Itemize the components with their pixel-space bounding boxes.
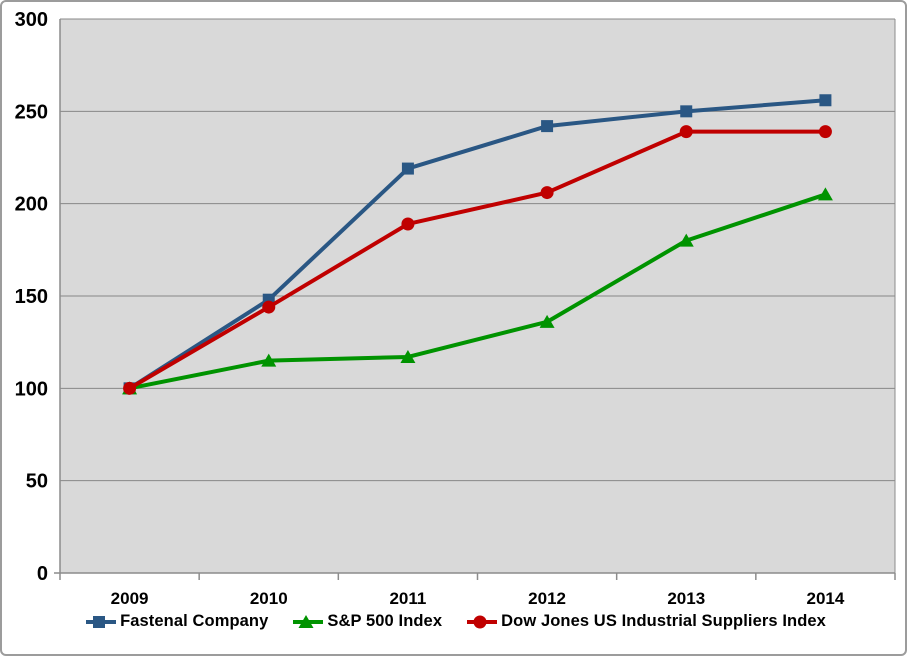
marker-dow-jones-us-industrial-suppliers-index-2010 (262, 300, 276, 314)
legend-item-fastenal-company: Fastenal Company (85, 612, 268, 631)
legend-circle-marker-icon (467, 615, 498, 628)
marker-dow-jones-us-industrial-suppliers-index-2013 (679, 125, 693, 139)
marker-s-p-500-index-2010 (261, 353, 277, 367)
marker-dow-jones-us-industrial-suppliers-index-2012 (540, 186, 554, 200)
series-line-fastenal-company (127, 98, 828, 391)
y-tick-label-50: 50 (26, 471, 48, 493)
series-line-dow-jones-us-industrial-suppliers-index (127, 129, 828, 391)
y-tick-label-250: 250 (15, 101, 48, 123)
legend-triangle-marker-icon (293, 614, 324, 628)
marker-dow-jones-us-industrial-suppliers-index-2011 (401, 217, 415, 231)
marker-s-p-500-index-2013 (678, 233, 694, 247)
chart-legend: Fastenal Company S&P 500 Index Dow Jones… (2, 612, 909, 631)
x-tick-label-2013: 2013 (667, 589, 705, 608)
legend-item-sp500-index: S&P 500 Index (292, 612, 442, 631)
legend-label-dow-jones-us-industrial-suppliers-index: Dow Jones US Industrial Suppliers Index (501, 612, 826, 630)
marker-s-p-500-index-2011 (400, 349, 416, 363)
series-line-s-p-500-index (127, 192, 828, 391)
legend-item-dow-jones-us-industrial-suppliers-index: Dow Jones US Industrial Suppliers Index (466, 612, 826, 631)
x-tick-label-2010: 2010 (250, 589, 288, 608)
x-tick-label-2014: 2014 (807, 589, 845, 608)
y-tick-label-200: 200 (15, 194, 48, 216)
marker-fastenal-company-2013 (680, 105, 693, 118)
x-tick-label-2012: 2012 (528, 589, 566, 608)
legend-label-fastenal-company: Fastenal Company (120, 612, 269, 630)
marker-dow-jones-us-industrial-suppliers-index-2014 (818, 125, 832, 139)
y-tick-label-100: 100 (15, 378, 48, 400)
marker-fastenal-company-2011 (401, 162, 414, 175)
legend-label-sp500-index: S&P 500 Index (327, 612, 443, 630)
y-tick-label-300: 300 (15, 9, 48, 31)
marker-fastenal-company-2014 (819, 94, 832, 107)
x-tick-label-2011: 2011 (389, 589, 426, 608)
y-tick-label-150: 150 (15, 286, 48, 308)
marker-dow-jones-us-industrial-suppliers-index-2009 (123, 381, 137, 395)
legend-square-marker-icon (86, 615, 117, 628)
marker-fastenal-company-2012 (541, 120, 554, 133)
marker-s-p-500-index-2012 (539, 314, 555, 328)
marker-s-p-500-index-2014 (817, 187, 833, 201)
x-tick-label-2009: 2009 (111, 589, 149, 608)
y-tick-label-0: 0 (37, 563, 48, 585)
